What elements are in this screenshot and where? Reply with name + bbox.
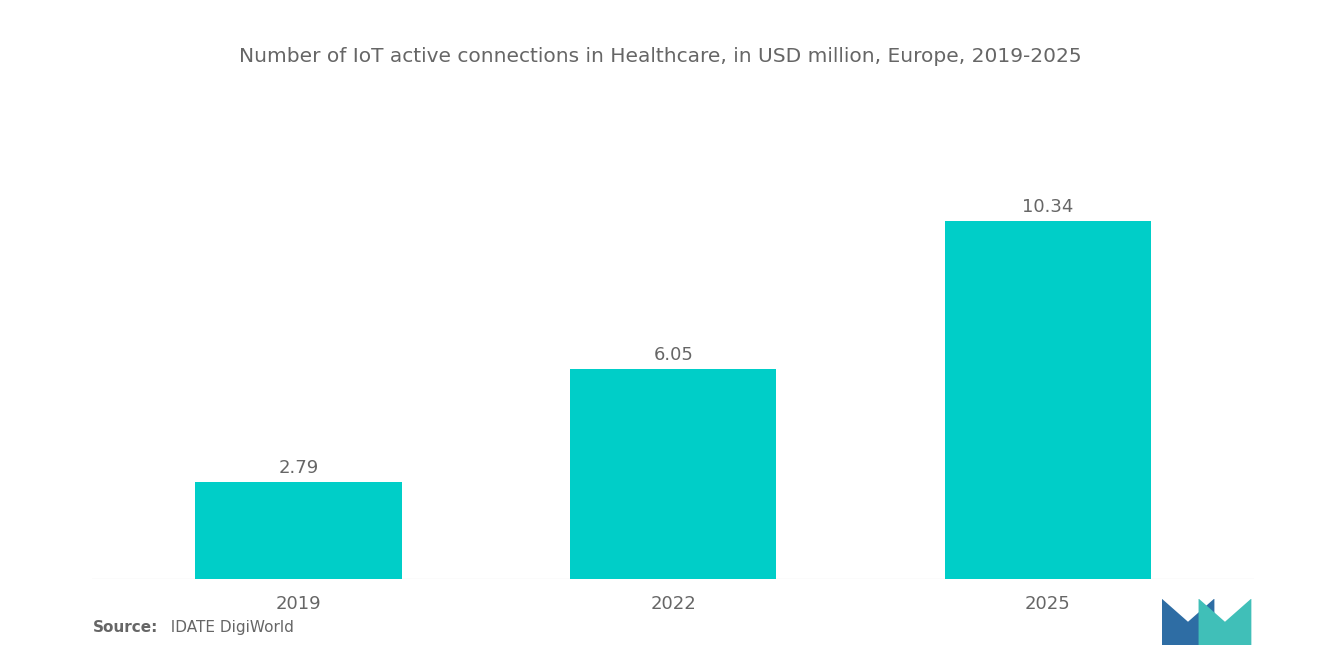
Text: 6.05: 6.05 [653,346,693,364]
Bar [195,482,401,579]
Bar [945,221,1151,579]
Text: Source:: Source: [92,620,158,635]
Bar [570,369,776,579]
Text: 10.34: 10.34 [1022,198,1073,216]
Text: Number of IoT active connections in Healthcare, in USD million, Europe, 2019-202: Number of IoT active connections in Heal… [239,47,1081,66]
Polygon shape [1162,598,1214,645]
Polygon shape [1199,598,1251,645]
Text: IDATE DigiWorld: IDATE DigiWorld [161,620,294,635]
Text: 2.79: 2.79 [279,459,318,477]
